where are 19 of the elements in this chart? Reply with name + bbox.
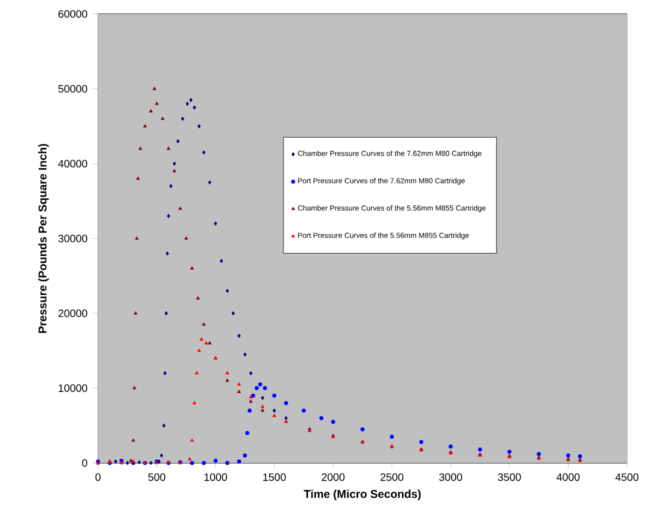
x-tick-label: 1500 [263, 473, 286, 481]
y-tick-label: 10000 [58, 384, 88, 392]
x-tick-label: 4000 [556, 473, 580, 481]
x-tick-label: 2000 [322, 473, 345, 481]
x-tick-label: 3000 [439, 473, 462, 481]
x-axis-title: Time (Micro Seconds) [304, 490, 421, 500]
y-tick-label: 20000 [58, 310, 88, 318]
x-tick-label: 4500 [615, 473, 638, 481]
y-tick-label: 50000 [58, 85, 88, 93]
x-tick-label: 1000 [204, 473, 228, 481]
x-tick-label: 3500 [498, 473, 521, 481]
x-tick-label: 500 [148, 473, 166, 481]
y-tick-label: 0 [82, 459, 88, 467]
x-tick-label: 0 [95, 473, 101, 481]
x-tick-label: 2500 [380, 473, 404, 481]
y-tick-label: 40000 [58, 160, 88, 168]
y-tick-label: 30000 [58, 234, 88, 242]
y-axis-title: Pressure (Pounds Per Square Inch) [38, 144, 49, 333]
y-tick-label: 60000 [58, 10, 88, 18]
